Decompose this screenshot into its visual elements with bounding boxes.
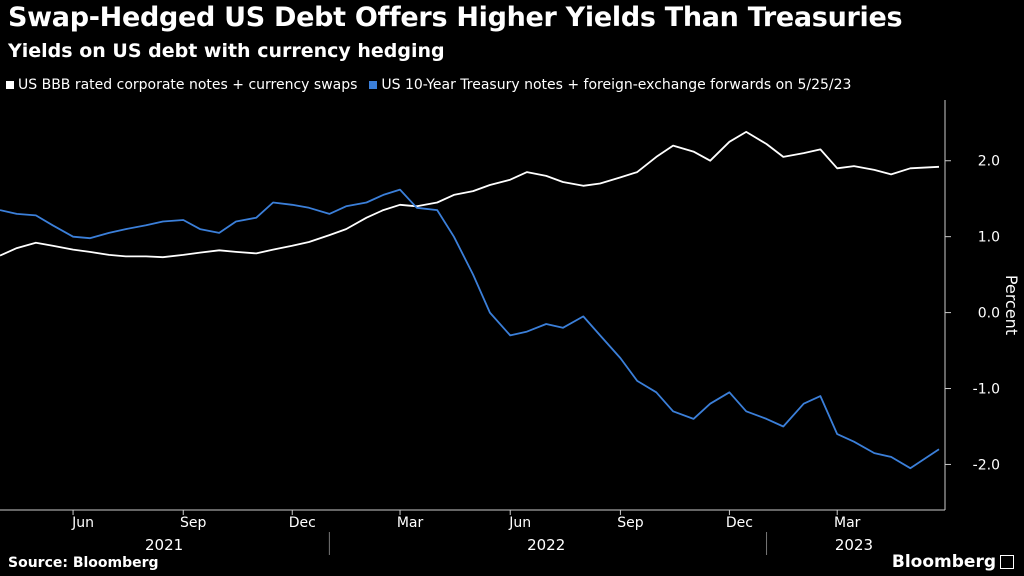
y-axis-title: Percent [1002,275,1021,335]
x-tick-label: Mar [397,515,424,531]
bloomberg-icon [1000,555,1014,569]
x-tick-label: Jun [71,515,94,531]
x-tick-label: Dec [726,515,753,531]
legend-item-treasury: US 10-Year Treasury notes + foreign-exch… [369,77,851,93]
brand-logo: Bloomberg [892,552,1014,572]
brand-name: Bloomberg [891,552,996,572]
series-line-treasury [0,188,940,470]
x-tick-label: Sep [617,515,644,531]
x-tick-label: Jun [508,515,531,531]
legend-swatch-treasury [369,81,378,89]
chart-title: Swap-Hedged US Debt Offers Higher Yields… [8,2,903,33]
legend-swatch-bbb [6,81,14,89]
legend-item-bbb: US BBB rated corporate notes + currency … [6,77,357,93]
y-tick-label: -1.0 [973,382,1000,398]
legend: US BBB rated corporate notes + currency … [6,77,863,93]
x-tick-label: Sep [180,515,207,531]
y-tick-label: 1.0 [978,230,1000,246]
legend-label-treasury: US 10-Year Treasury notes + foreign-exch… [381,77,852,93]
x-year-label: 2021 [145,536,183,554]
chart-subtitle: Yields on US debt with currency hedging [8,40,445,62]
x-year-label: 2022 [527,536,565,554]
source-note: Source: Bloomberg [8,555,159,571]
x-year-label: 2023 [835,536,873,554]
x-tick-label: Dec [289,515,316,531]
legend-label-bbb: US BBB rated corporate notes + currency … [18,77,358,93]
y-tick-label: 0.0 [978,306,1000,322]
y-tick-label: -2.0 [973,457,1000,473]
x-tick-label: Mar [834,515,861,531]
y-tick-label: 2.0 [978,154,1000,170]
series-line-bbb [0,130,940,259]
